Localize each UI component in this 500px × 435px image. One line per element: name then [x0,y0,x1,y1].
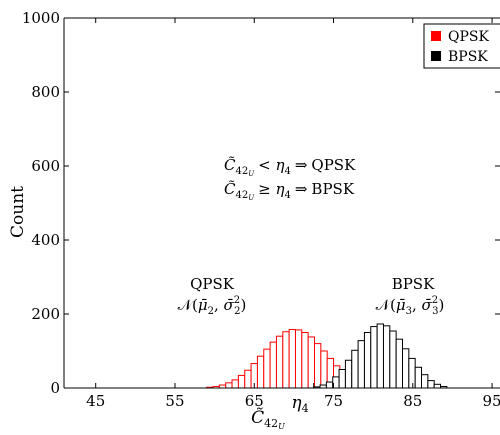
decision-rule-qpsk: C̃42U < η4 ⇒ QPSK [224,156,356,178]
legend-swatch-qpsk [431,31,441,41]
bpsk-bar [325,381,334,389]
axes [63,17,500,389]
tick-labels: 0 200 400 600 800 1000 45 55 65 75 85 95 [22,9,500,410]
x-tick-label: 75 [324,392,343,410]
legend-swatch-bpsk [431,51,441,61]
qpsk-bar [269,341,277,389]
bpsk-annotation-title: BPSK [392,275,435,293]
qpsk-bar [231,379,239,389]
qpsk-bar [294,329,303,389]
y-tick-label: 1000 [22,9,60,27]
x-tick-label: 45 [86,392,105,410]
qpsk-bar [301,332,309,389]
bpsk-bar [338,369,346,389]
legend-label-bpsk: BPSK [448,49,488,65]
bpsk-bar [427,380,435,389]
legend: QPSK BPSK [423,23,500,69]
qpsk-bar [256,355,265,389]
bpsk-annotation-distribution: 𝒩(μ̄3, σ̄2 3) [376,295,445,317]
qpsk-bar [225,382,233,389]
bpsk-bar [376,323,384,389]
bpsk-bar [382,325,391,389]
y-tick-label: 200 [31,305,60,323]
legend-label-qpsk: QPSK [448,29,489,45]
bpsk-bar [344,359,353,389]
x-tick-label: 85 [403,392,422,410]
qpsk-bar [307,336,316,389]
bpsk-bar [370,326,378,389]
bpsk-bar [421,374,429,389]
qpsk-annotation-title: QPSK [190,275,235,293]
x-tick-label: 65 [245,392,264,410]
qpsk-bar [275,335,284,389]
decision-rule-bpsk: C̃42U ≥ η4 ⇒ BPSK [224,180,355,202]
x-axis-label: C̃42U [251,408,285,431]
bpsk-bar [357,340,365,389]
qpsk-bar [237,374,246,389]
bpsk-bar [414,366,423,389]
qpsk-bar [282,331,290,389]
bpsk-bar [401,348,410,389]
bpsk-bar [408,357,416,389]
bpsk-bar [395,338,403,389]
threshold-label: η4 [291,393,308,415]
x-tick-label: 95 [483,392,500,410]
qpsk-bar [263,348,271,389]
qpsk-bar [314,343,322,389]
qpsk-annotation-distribution: 𝒩(μ̄2, σ̄2 2) [178,295,247,317]
bpsk-bar [433,383,442,389]
y-tick-label: 0 [50,379,60,397]
bpsk-bar [351,349,359,389]
y-tick-label: 600 [31,157,60,175]
y-tick-label: 800 [31,83,60,101]
y-axis-label: Count [8,186,28,238]
x-tick-label: 55 [165,392,184,410]
bpsk-bars [313,323,448,389]
qpsk-bar [288,329,296,389]
bpsk-bar [389,330,397,389]
y-tick-label: 400 [31,231,60,249]
qpsk-bar [244,369,252,389]
bpsk-bar [363,332,372,389]
